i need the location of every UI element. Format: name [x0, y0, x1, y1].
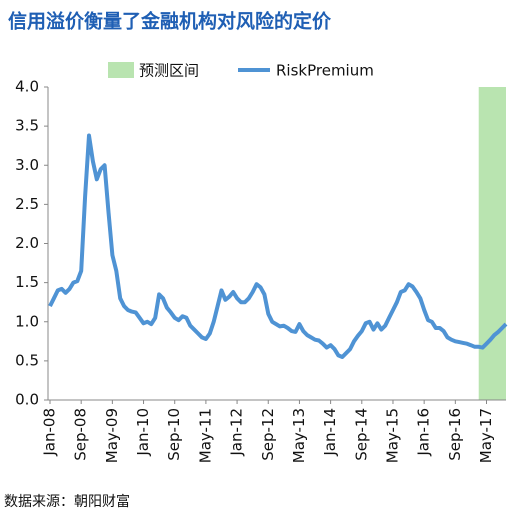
x-tick-label: Jan-08: [41, 408, 59, 457]
x-tick-label: Sep-10: [165, 408, 183, 461]
y-tick-label: 0.5: [15, 351, 39, 369]
x-tick-label: Jan-12: [228, 408, 246, 457]
x-tick-label: May-11: [196, 408, 214, 463]
y-tick-label: 3.0: [15, 156, 39, 174]
x-tick-label: Jan-14: [321, 408, 339, 457]
x-tick-label: Jan-16: [415, 408, 433, 457]
y-tick-label: 1.5: [15, 273, 39, 291]
y-tick-label: 3.5: [15, 117, 39, 135]
legend-label: 预测区间: [139, 62, 199, 80]
legend-swatch: [108, 62, 134, 78]
x-tick-label: May-17: [477, 408, 495, 463]
x-tick-label: May-13: [290, 408, 308, 463]
x-tick-label: Jan-10: [134, 408, 152, 457]
y-tick-label: 2.5: [15, 195, 39, 213]
y-tick-label: 2.0: [15, 234, 39, 252]
y-tick-label: 4.0: [15, 78, 39, 96]
x-tick-label: May-15: [383, 408, 401, 463]
legend-label: RiskPremium: [276, 62, 374, 80]
x-tick-label: Sep-16: [446, 408, 464, 461]
series-line: [48, 133, 508, 359]
y-tick-label: 1.0: [15, 312, 39, 330]
source-note: 数据来源：朝阳财富: [4, 493, 130, 510]
x-tick-label: Sep-12: [259, 408, 277, 461]
x-tick-label: May-09: [103, 408, 121, 463]
x-tick-label: Sep-14: [352, 408, 370, 461]
forecast-band: [478, 87, 506, 400]
y-tick-label: 0.0: [15, 391, 39, 409]
x-tick-label: Sep-08: [72, 408, 90, 461]
chart-title: 信用溢价衡量了金融机构对风险的定价: [8, 10, 332, 33]
